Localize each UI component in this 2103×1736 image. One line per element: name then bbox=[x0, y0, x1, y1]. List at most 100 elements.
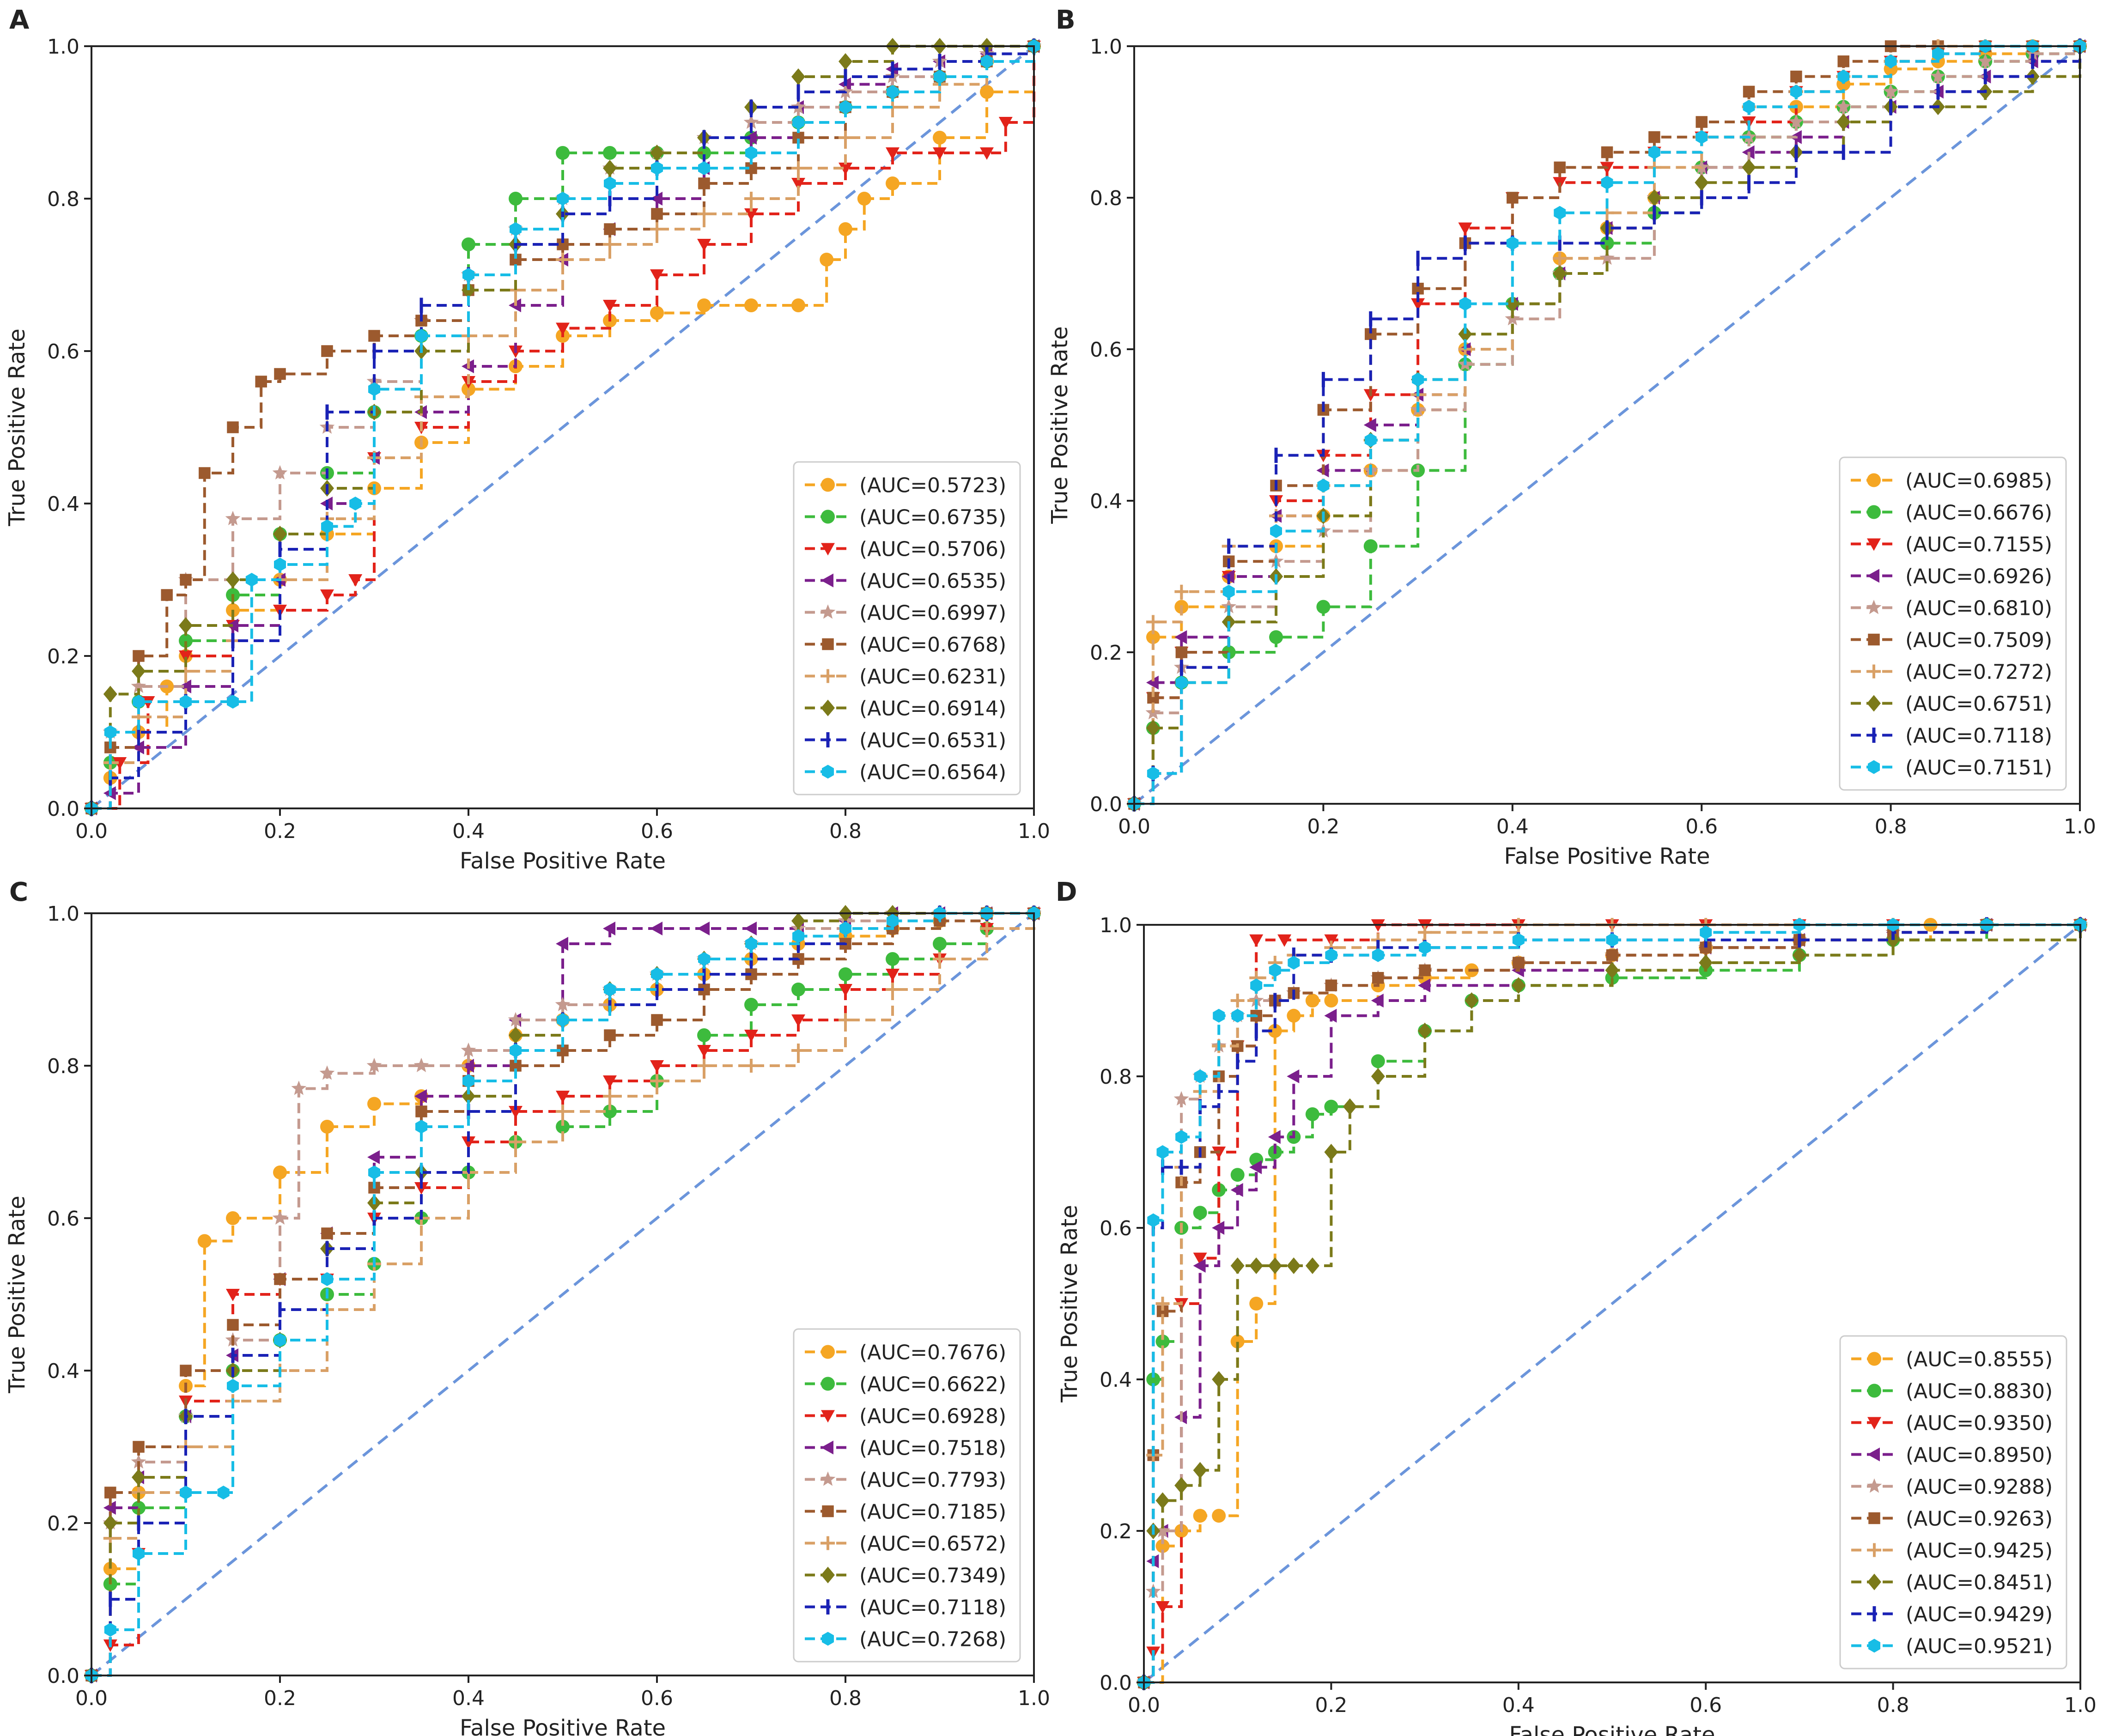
roc-point bbox=[132, 1469, 146, 1486]
legend-label: (AUC=0.7155) bbox=[1905, 533, 2052, 557]
legend-box bbox=[793, 461, 1021, 795]
roc-point bbox=[603, 237, 617, 251]
roc-point bbox=[650, 1074, 664, 1088]
roc-point bbox=[998, 117, 1013, 129]
legend-item: (AUC=0.6676) bbox=[1851, 501, 2052, 525]
roc-point bbox=[887, 85, 899, 99]
roc-point bbox=[179, 650, 193, 663]
y-tick-label: 0.4 bbox=[47, 492, 79, 516]
legend-item: (AUC=0.7349) bbox=[805, 1564, 1006, 1588]
roc-point bbox=[1175, 1130, 1188, 1144]
legend-swatch-marker bbox=[1867, 1447, 1880, 1462]
y-tick-label: 0.8 bbox=[1100, 1065, 1132, 1089]
legend-swatch-marker bbox=[821, 1377, 835, 1391]
roc-point bbox=[1932, 47, 1944, 61]
legend-label: (AUC=0.6564) bbox=[859, 761, 1006, 784]
panel-c: C 0.0 0.2 0.4 0.6 0.8 1.0 0.0 0.2 0.4 0.6 0.8 1.0 Fal… bbox=[4, 877, 1050, 1736]
legend-item: (AUC=0.9425) bbox=[1851, 1539, 2053, 1563]
roc-point bbox=[1155, 1335, 1170, 1348]
roc-point bbox=[366, 1057, 382, 1072]
roc-point bbox=[651, 1014, 663, 1026]
x-tick-label: 0.2 bbox=[1315, 1694, 1347, 1717]
chance-diagonal bbox=[1133, 45, 2081, 805]
legend-label: (AUC=0.9521) bbox=[1906, 1635, 2053, 1658]
legend-swatch-marker bbox=[822, 638, 834, 650]
roc-point bbox=[650, 306, 664, 320]
roc-point bbox=[1601, 146, 1613, 158]
roc-point bbox=[274, 558, 286, 571]
legend-item: (AUC=0.7793) bbox=[805, 1469, 1006, 1492]
roc-point bbox=[603, 160, 617, 176]
roc-point bbox=[745, 937, 757, 951]
legend-label: (AUC=0.7518) bbox=[859, 1437, 1006, 1460]
panel-b: B 0.0 0.2 0.4 0.6 0.8 1.0 0.0 0.2 0.4 0.6 0.8 1.0 Fal… bbox=[1047, 5, 2096, 869]
y-tick-label: 0.8 bbox=[47, 188, 79, 211]
legend-swatch-marker bbox=[1867, 569, 1879, 583]
roc-point bbox=[1648, 131, 1660, 143]
legend-item: (AUC=0.7268) bbox=[805, 1628, 1006, 1651]
axes-frame bbox=[1133, 45, 2081, 805]
legend-label: (AUC=0.6622) bbox=[859, 1373, 1006, 1396]
legend-label: (AUC=0.9350) bbox=[1906, 1412, 2053, 1435]
chance-diagonal bbox=[91, 912, 1035, 1677]
legend-swatch-marker bbox=[822, 1505, 834, 1517]
roc-point bbox=[651, 967, 663, 981]
legend-item: (AUC=0.7151) bbox=[1851, 756, 2052, 780]
legend: (AUC=0.8555) (AUC=0.8830) (AUC=0.9350) (AUC… bbox=[1839, 1335, 2067, 1669]
roc-point bbox=[1506, 236, 1519, 250]
roc-point bbox=[1343, 1098, 1357, 1115]
roc-point bbox=[1363, 539, 1378, 553]
roc-curve-line bbox=[91, 913, 1035, 1677]
roc-point bbox=[274, 1273, 286, 1285]
roc-point bbox=[1742, 159, 1756, 176]
x-tick-label: 0.6 bbox=[641, 819, 673, 843]
roc-point bbox=[103, 1501, 116, 1515]
roc-point bbox=[1788, 114, 1804, 128]
roc-point bbox=[1249, 1297, 1264, 1311]
roc-point bbox=[839, 222, 852, 236]
x-tick-label: 0.2 bbox=[264, 819, 296, 843]
roc-point bbox=[1505, 295, 1520, 312]
roc-point bbox=[415, 1105, 427, 1117]
legend-item: (AUC=0.8830) bbox=[1851, 1380, 2053, 1403]
roc-point bbox=[1459, 297, 1471, 311]
roc-point bbox=[1324, 994, 1338, 1008]
roc-point bbox=[321, 1227, 333, 1239]
roc-point bbox=[744, 298, 758, 312]
roc-point bbox=[698, 952, 710, 966]
x-tick-label: 1.0 bbox=[1018, 1687, 1050, 1710]
roc-point bbox=[1175, 675, 1188, 690]
roc-point bbox=[1268, 1257, 1282, 1274]
legend-label: (AUC=0.6768) bbox=[859, 633, 1006, 657]
roc-point bbox=[1212, 1221, 1225, 1235]
roc-point bbox=[1174, 630, 1187, 644]
roc-point bbox=[697, 239, 711, 251]
roc-point bbox=[291, 1080, 307, 1095]
legend-label: (AUC=0.6572) bbox=[859, 1532, 1006, 1556]
roc-point bbox=[604, 1029, 616, 1041]
roc-point bbox=[133, 1547, 145, 1560]
roc-point bbox=[980, 922, 994, 935]
legend-swatch-marker bbox=[1867, 1384, 1881, 1398]
roc-point bbox=[744, 922, 757, 935]
roc-point bbox=[1212, 1509, 1226, 1523]
roc-point bbox=[321, 1272, 333, 1286]
roc-point bbox=[1418, 978, 1431, 993]
roc-point bbox=[1883, 84, 1898, 98]
roc-point bbox=[1836, 114, 1851, 130]
roc-point bbox=[839, 53, 852, 70]
legend-item: (AUC=0.9429) bbox=[1851, 1603, 2053, 1627]
roc-point bbox=[462, 1059, 474, 1073]
roc-point bbox=[651, 208, 663, 220]
roc-point bbox=[414, 1089, 427, 1103]
roc-point bbox=[1155, 1523, 1170, 1537]
roc-curve-line bbox=[1144, 923, 2080, 1684]
legend-label: (AUC=0.9429) bbox=[1906, 1603, 2053, 1627]
roc-point bbox=[348, 574, 363, 587]
roc-point bbox=[1277, 934, 1292, 947]
roc-point bbox=[697, 146, 711, 160]
legend-label: (AUC=0.6531) bbox=[859, 729, 1006, 753]
roc-point bbox=[1193, 1259, 1206, 1273]
roc-point bbox=[462, 1136, 475, 1149]
legend-item: (AUC=0.9263) bbox=[1851, 1507, 2053, 1531]
